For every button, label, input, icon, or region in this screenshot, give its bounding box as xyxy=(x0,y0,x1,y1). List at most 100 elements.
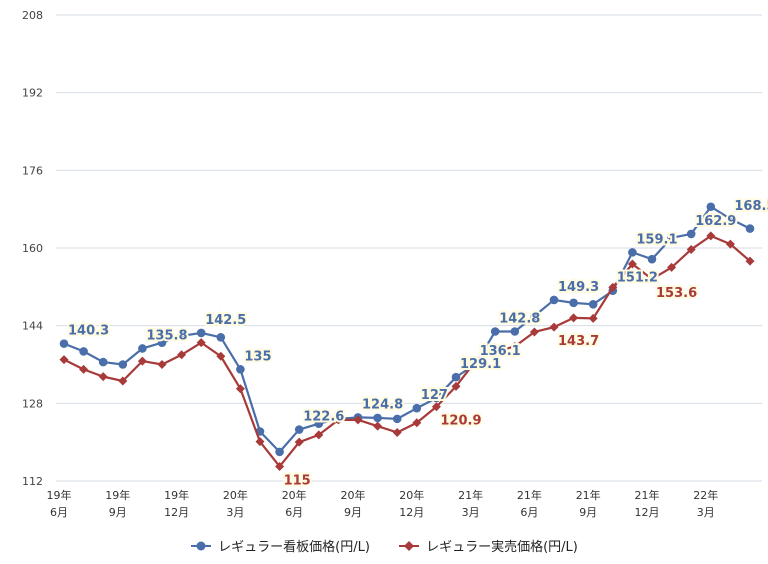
data-point xyxy=(627,259,637,269)
data-point xyxy=(471,356,481,366)
data-point xyxy=(490,327,500,336)
diamond-marker-icon xyxy=(399,540,420,551)
data-point xyxy=(98,372,108,382)
data-point xyxy=(177,350,187,360)
series-layer xyxy=(59,202,755,471)
legend-item-actual[interactable]: レギュラー実売価格(円/L) xyxy=(398,536,578,555)
data-point xyxy=(373,421,383,431)
data-labels: 140.3 135.8 142.5 135 122.6 124.8 127 129.1136.… xyxy=(66,197,768,491)
data-point xyxy=(530,311,539,321)
data-point xyxy=(647,274,657,284)
data-point xyxy=(667,233,676,243)
data-point xyxy=(392,414,402,424)
data-point xyxy=(490,346,500,356)
legend: レギュラー看板価格(円/L) レギュラー実売価格(円/L) xyxy=(0,536,768,556)
data-label: 142.5 xyxy=(205,313,246,328)
data-label: 142.8 xyxy=(499,311,540,326)
data-label: 143.7 xyxy=(558,334,599,349)
y-tick-label: 176 xyxy=(22,164,43,177)
data-label: 149.3 xyxy=(558,280,599,295)
x-tick-label: 22年 xyxy=(693,488,718,502)
data-point xyxy=(726,214,735,224)
x-tick-label: 21年 xyxy=(517,488,542,502)
data-point xyxy=(549,295,559,305)
y-axis-ticks: 112 128 144 160 176 192 208 xyxy=(22,9,43,488)
x-tick-label: 6月 xyxy=(285,506,303,519)
x-tick-label: 6月 xyxy=(50,506,68,519)
data-point xyxy=(745,256,755,266)
data-point xyxy=(314,430,324,440)
data-point xyxy=(59,339,69,348)
data-point xyxy=(549,322,559,332)
data-point xyxy=(196,328,206,338)
data-point xyxy=(79,364,89,374)
series-actual xyxy=(59,231,755,471)
data-label: 159.1 xyxy=(636,232,677,247)
x-tick-label: 21年 xyxy=(458,488,483,502)
x-tick-label: 12月 xyxy=(164,506,189,519)
data-point xyxy=(235,384,245,394)
data-label: 153.6 xyxy=(656,286,697,301)
data-point xyxy=(216,351,226,361)
data-point xyxy=(510,342,520,352)
x-tick-label: 12月 xyxy=(399,506,424,519)
data-point xyxy=(686,244,696,254)
x-tick-label: 20年 xyxy=(282,488,307,502)
x-tick-label: 20年 xyxy=(223,488,248,502)
data-point xyxy=(294,425,304,434)
data-point xyxy=(510,327,520,336)
x-tick-label: 20年 xyxy=(341,488,366,502)
data-label: 136.1 xyxy=(480,344,521,359)
x-tick-label: 19年 xyxy=(105,488,130,502)
x-tick-label: 3月 xyxy=(697,506,715,519)
data-point xyxy=(745,224,755,233)
data-label: 115 xyxy=(284,473,311,488)
x-tick-label: 12月 xyxy=(635,506,660,519)
data-point xyxy=(137,356,147,366)
data-point xyxy=(59,355,69,365)
y-tick-label: 128 xyxy=(22,397,43,410)
data-point xyxy=(275,447,284,457)
data-label: 127 xyxy=(421,388,448,403)
data-point xyxy=(686,229,696,239)
data-point xyxy=(275,461,285,471)
x-tick-label: 3月 xyxy=(462,506,480,519)
data-point xyxy=(79,347,88,356)
x-axis-ticks: 19年 6月 19年 9月 19年 12月 20年 3月 20年 6月 20年 9月 20年 12月 21年… xyxy=(47,488,719,519)
y-tick-label: 144 xyxy=(22,320,43,333)
data-point xyxy=(196,338,206,348)
x-tick-label: 19年 xyxy=(164,488,189,502)
data-point xyxy=(236,365,245,374)
data-point xyxy=(216,333,226,342)
data-point xyxy=(412,403,422,413)
data-label: 140.3 xyxy=(68,324,109,339)
data-label: 135 xyxy=(244,349,271,364)
data-point xyxy=(392,427,402,437)
data-point xyxy=(725,239,735,249)
y-tick-label: 112 xyxy=(22,475,43,488)
data-point xyxy=(177,331,186,341)
data-label: 168.5 xyxy=(734,199,768,214)
data-point xyxy=(294,437,304,447)
data-point xyxy=(432,393,441,403)
y-tick-label: 208 xyxy=(22,9,43,22)
series-line xyxy=(63,234,751,468)
x-tick-label: 9月 xyxy=(344,506,362,519)
data-point xyxy=(412,418,422,428)
line-chart: 112 128 144 160 176 192 208 19年 6月 19年 9月 19年 12月 20… xyxy=(22,9,768,519)
data-point xyxy=(98,357,108,367)
data-point xyxy=(118,376,128,386)
data-point xyxy=(333,415,343,425)
legend-label-signboard: レギュラー看板価格(円/L) xyxy=(218,540,370,555)
data-point xyxy=(157,360,167,369)
data-label: 129.1 xyxy=(460,357,501,372)
data-point xyxy=(451,381,461,391)
data-point xyxy=(529,327,539,337)
data-point xyxy=(255,437,265,447)
data-point xyxy=(608,282,618,292)
data-point xyxy=(431,402,441,412)
data-point xyxy=(706,202,716,212)
data-label: 151.2 xyxy=(617,271,658,286)
x-tick-label: 6月 xyxy=(520,506,538,519)
legend-item-signboard[interactable]: レギュラー看板価格(円/L) xyxy=(190,536,370,555)
